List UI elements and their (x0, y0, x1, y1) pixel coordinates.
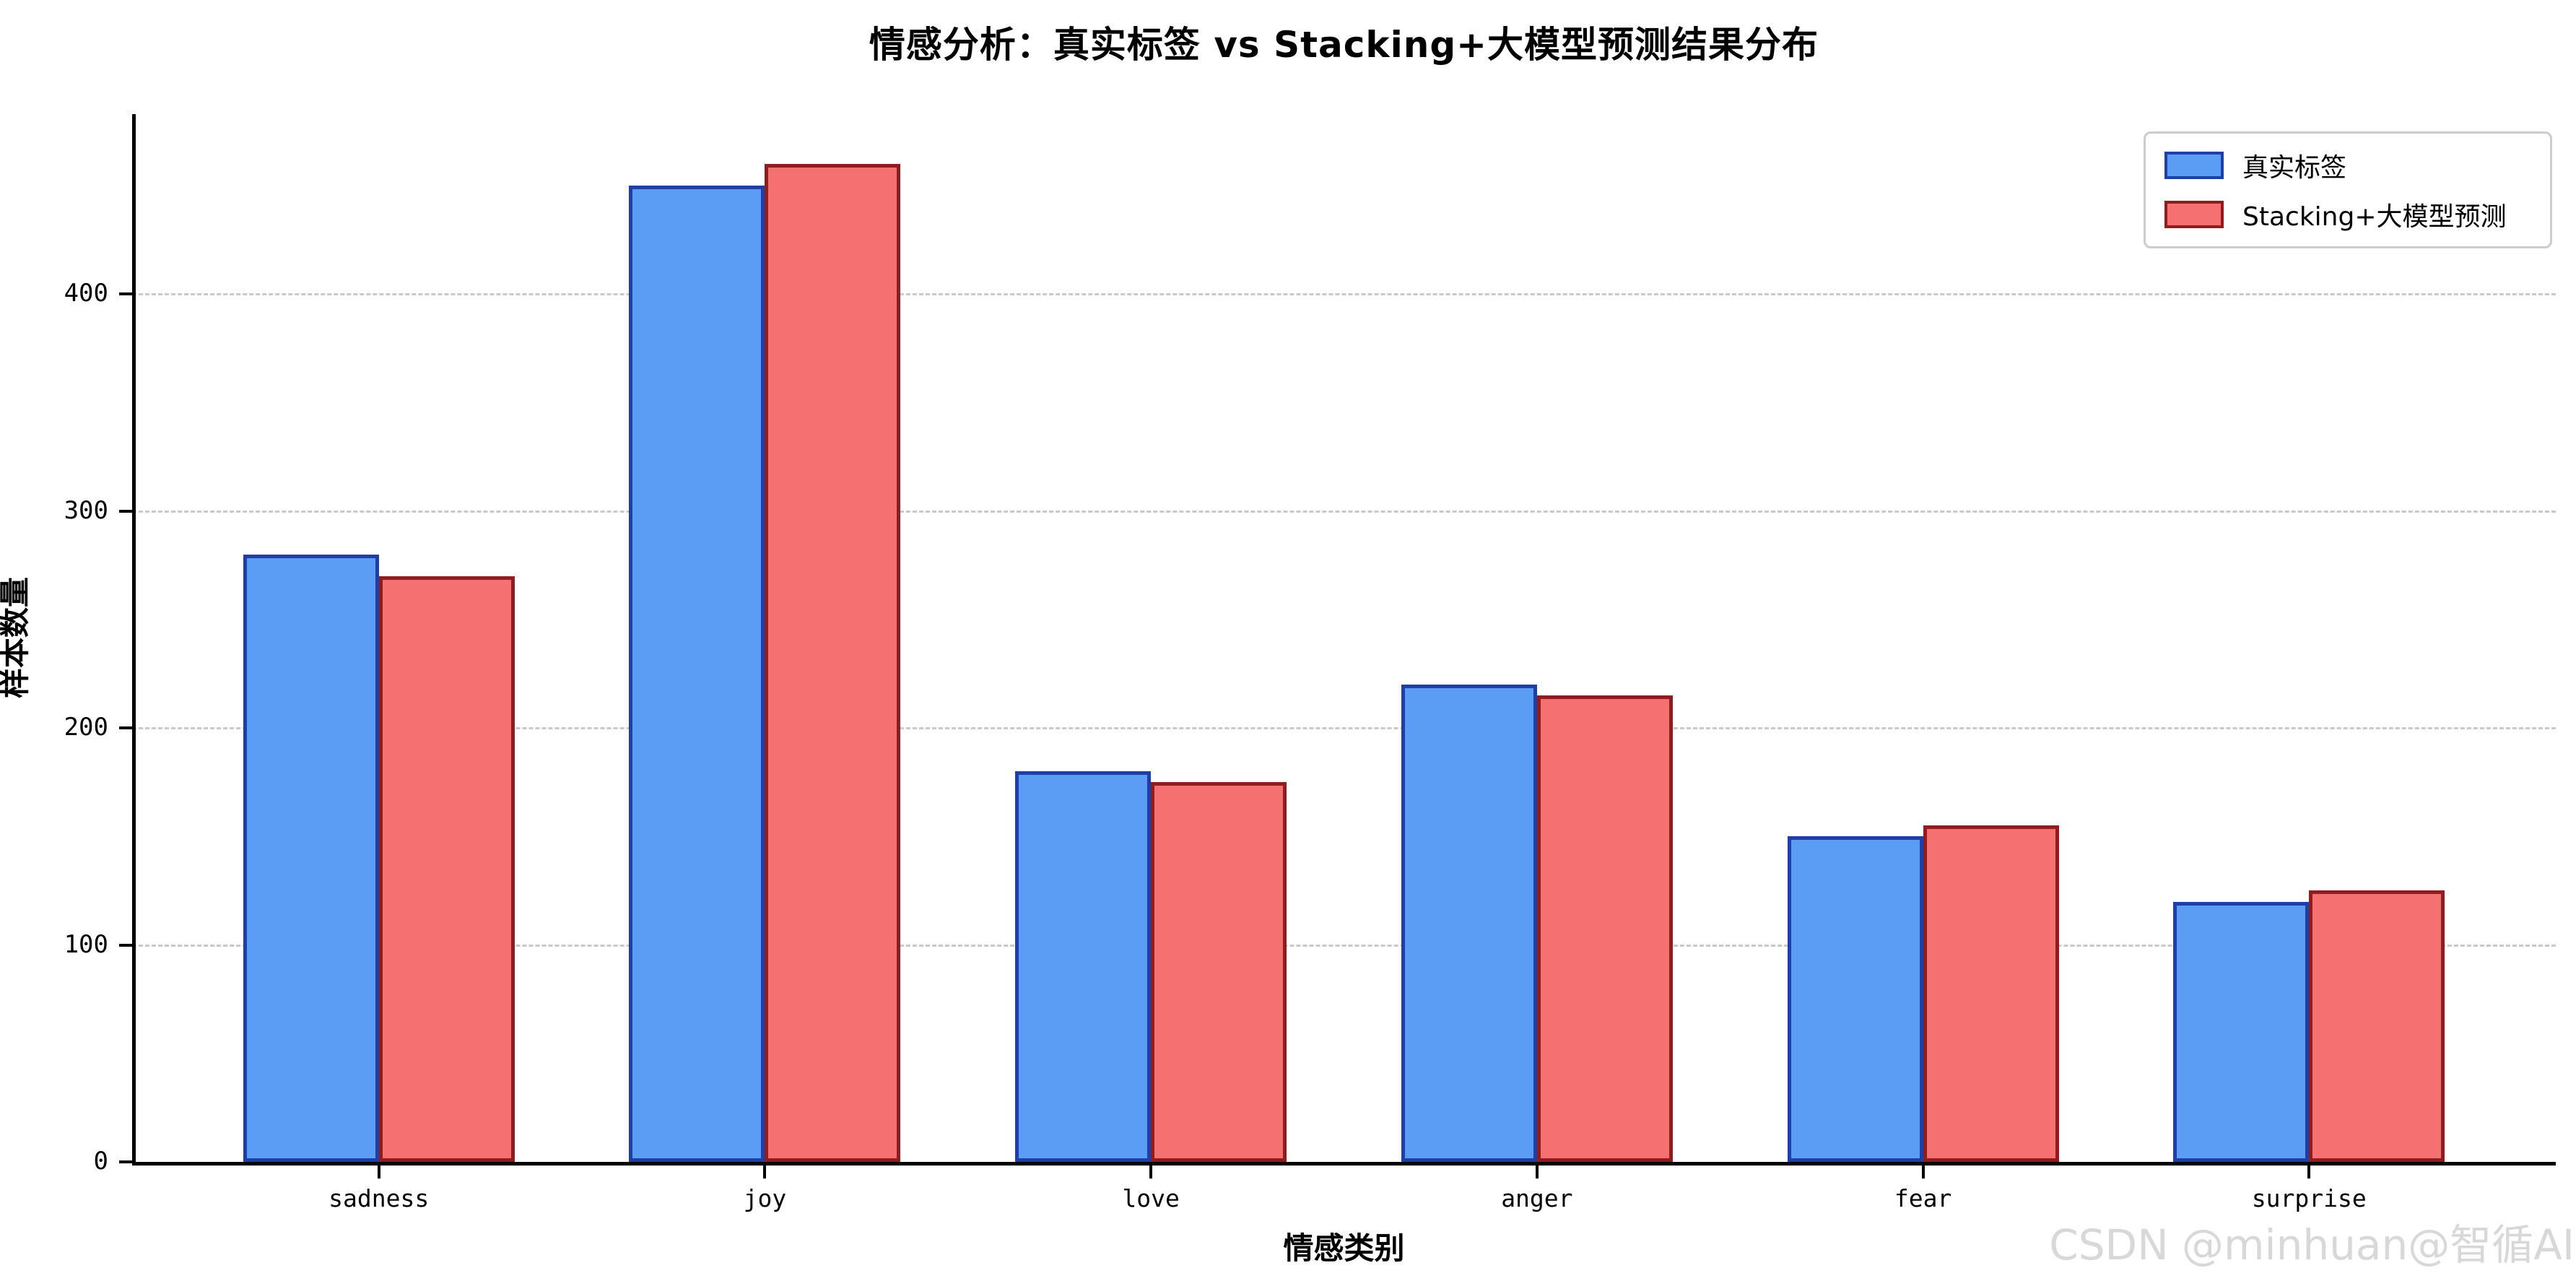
x-tick-mark-joy (763, 1166, 767, 1179)
x-tick-mark-love (1149, 1166, 1153, 1179)
bar-sadness-series-0 (243, 555, 379, 1162)
y-tick-label-400: 400 (64, 279, 108, 308)
x-tick-label-sadness: sadness (328, 1184, 430, 1212)
plot-area (119, 114, 2556, 1179)
legend-box: 真实标签 Stacking+大模型预测 (2144, 131, 2552, 248)
bar-joy-series-1 (765, 164, 901, 1162)
gridline-100 (132, 944, 2556, 947)
y-tick-mark-100 (119, 943, 132, 947)
legend-swatch-red (2164, 201, 2224, 228)
x-tick-label-surprise: surprise (2251, 1184, 2367, 1212)
chart-title: 情感分析：真实标签 vs Stacking+大模型预测结果分布 (869, 24, 1819, 66)
y-tick-mark-0 (119, 1160, 132, 1163)
y-tick-label-300: 300 (64, 495, 108, 525)
legend-item-stacking-prediction: Stacking+大模型预测 (2164, 196, 2531, 233)
legend-label: 真实标签 (2242, 153, 2347, 183)
x-tick-label-fear: fear (1894, 1184, 1952, 1212)
x-tick-label-anger: anger (1501, 1184, 1573, 1212)
x-tick-label-love: love (1122, 1184, 1180, 1212)
bar-love-series-1 (1151, 782, 1287, 1162)
y-axis-title: 样本数量 (0, 576, 32, 699)
y-tick-mark-300 (119, 509, 132, 513)
x-tick-mark-anger (1535, 1166, 1539, 1179)
gridline-300 (132, 510, 2556, 513)
bar-surprise-series-0 (2173, 902, 2310, 1162)
bar-love-series-0 (1015, 771, 1152, 1162)
gridline-400 (132, 293, 2556, 296)
y-tick-label-100: 100 (64, 929, 108, 959)
x-axis-spine (132, 1162, 2556, 1166)
bar-sadness-series-1 (378, 576, 515, 1162)
legend-item-true-labels: 真实标签 (2164, 147, 2531, 184)
y-tick-label-0: 0 (93, 1147, 108, 1176)
bar-anger-series-1 (1536, 695, 1673, 1162)
bar-fear-series-1 (1923, 825, 2059, 1162)
x-tick-mark-surprise (2307, 1166, 2311, 1179)
x-tick-mark-sadness (377, 1166, 380, 1179)
bar-anger-series-0 (1401, 685, 1537, 1162)
y-axis-spine (132, 114, 136, 1162)
x-axis-title: 情感类别 (1283, 1231, 1405, 1266)
gridline-200 (132, 727, 2556, 730)
y-tick-label-200: 200 (64, 713, 108, 742)
y-tick-mark-400 (119, 292, 132, 296)
watermark-text: CSDN @minhuan@智循AI (2049, 1220, 2575, 1270)
x-tick-mark-fear (1921, 1166, 1925, 1179)
bar-surprise-series-1 (2309, 890, 2445, 1162)
legend-swatch-blue (2164, 152, 2224, 179)
bar-joy-series-0 (629, 186, 765, 1162)
bar-fear-series-0 (1787, 836, 1923, 1162)
legend-label: Stacking+大模型预测 (2242, 202, 2507, 232)
x-tick-label-joy: joy (743, 1184, 787, 1212)
y-tick-mark-200 (119, 726, 132, 730)
